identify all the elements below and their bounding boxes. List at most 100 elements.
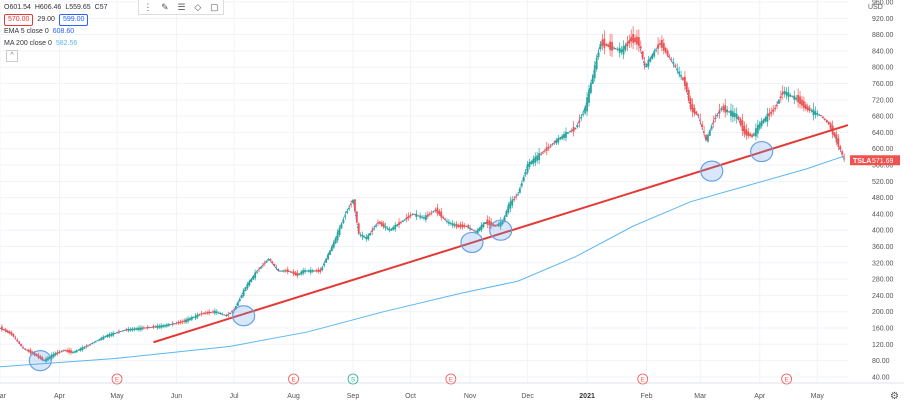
candle-body	[430, 212, 433, 214]
candle-body	[724, 105, 727, 113]
candle-body	[561, 135, 564, 139]
candle-body	[588, 89, 590, 103]
candle-body	[808, 107, 811, 111]
earnings-marker[interactable]	[347, 373, 359, 385]
candle-body	[355, 211, 358, 223]
brush-icon[interactable]: ✎	[161, 1, 169, 12]
gear-icon[interactable]: ⚙	[890, 391, 899, 402]
earnings-marker[interactable]	[288, 373, 299, 385]
candle-body	[348, 208, 351, 209]
candle-body	[778, 99, 780, 104]
diamond-icon[interactable]: ◇	[194, 1, 202, 12]
drawing-toolbar: ⋮ ✎ ☰ ◇ ▢	[138, 0, 224, 15]
collapse-legend-button[interactable]: ^	[6, 50, 18, 62]
candle-body	[20, 343, 23, 346]
indicator-ema-row[interactable]: EMA 5 close 0 608.60	[4, 26, 107, 38]
candle-body	[321, 267, 324, 270]
candle-body	[137, 327, 140, 331]
candle-body	[104, 336, 107, 338]
candle-body	[547, 146, 550, 149]
candle-body	[219, 313, 222, 315]
candle-body	[639, 46, 642, 49]
y-tick-label: 560.00	[872, 163, 894, 170]
square-icon[interactable]: ▢	[210, 1, 219, 12]
candle-body	[227, 314, 230, 316]
candle-body	[394, 224, 397, 230]
candle-body	[634, 37, 636, 43]
ohlc-low: L559.65	[65, 4, 91, 11]
ask-button[interactable]: 599.00	[58, 14, 89, 26]
candle-body	[359, 234, 362, 236]
candle-body	[325, 258, 328, 263]
highlight-circle[interactable]	[750, 140, 774, 163]
candle-body	[378, 221, 381, 224]
candle-body	[576, 125, 579, 128]
candle-body	[66, 349, 69, 352]
candle-body	[54, 353, 57, 356]
candle-body	[476, 229, 479, 234]
candle-body	[41, 357, 44, 361]
candle-body	[398, 222, 400, 226]
highlight-circle[interactable]	[232, 305, 256, 327]
candle-body	[417, 215, 420, 217]
candle-body	[323, 263, 326, 266]
bid-button[interactable]: 570.00	[4, 14, 34, 26]
candle-body	[24, 348, 26, 350]
y-tick-label: 280.00	[872, 277, 894, 284]
indicator-ma-row[interactable]: MA 200 close 0 582.56	[4, 38, 107, 50]
candle-body	[39, 356, 42, 359]
candle-body	[403, 219, 406, 221]
candle-body	[624, 45, 627, 50]
candle-body	[246, 283, 249, 289]
candle-body	[371, 230, 374, 232]
highlight-circle[interactable]	[460, 231, 484, 254]
candle-body	[566, 132, 569, 134]
candle-body	[252, 276, 255, 280]
candle-body	[436, 207, 439, 214]
candle-body	[678, 71, 681, 74]
candle-body	[361, 234, 364, 238]
candle-body	[405, 217, 408, 220]
candle-body	[490, 221, 493, 226]
candle-body	[313, 270, 316, 272]
highlight-circle[interactable]	[489, 219, 513, 241]
ema-value: 608.60	[52, 28, 75, 35]
x-axis[interactable]: Mar Apr May Jun Jul Aug Sep Oct Nov Dec 2021 Feb Mar…	[0, 382, 904, 408]
y-tick-label: 920.00	[872, 16, 894, 23]
earnings-marker[interactable]	[637, 373, 649, 385]
candle-body	[43, 360, 46, 361]
candle-body	[737, 116, 740, 120]
drag-handle-icon[interactable]: ⋮	[143, 1, 153, 12]
candle-body	[146, 326, 149, 329]
highlight-circle[interactable]	[700, 160, 724, 182]
candle-body	[281, 270, 283, 272]
candle-body	[112, 332, 115, 336]
ema-label: EMA 5 close 0	[4, 28, 49, 35]
earnings-marker[interactable]	[111, 373, 123, 385]
candle-body	[501, 221, 504, 225]
candle-body	[659, 43, 661, 45]
highlight-circle[interactable]	[28, 349, 52, 372]
y-tick-label: 80.00	[872, 358, 890, 365]
candle-body	[116, 332, 118, 334]
candle-body	[29, 350, 32, 354]
earnings-marker[interactable]	[445, 373, 457, 385]
candle-body	[100, 337, 103, 340]
earnings-marker[interactable]	[781, 373, 793, 385]
candle-body	[824, 118, 826, 120]
candle-body	[244, 287, 247, 292]
lines-icon[interactable]: ☰	[177, 1, 186, 12]
support-trendline[interactable]	[153, 124, 849, 344]
candle-body	[260, 267, 262, 269]
candle-body	[461, 224, 464, 228]
candle-body	[10, 332, 13, 335]
candle-body	[649, 57, 652, 62]
candle-body	[179, 321, 182, 324]
candle-body	[488, 220, 491, 226]
candle-body	[513, 199, 516, 200]
candle-body	[825, 119, 828, 123]
